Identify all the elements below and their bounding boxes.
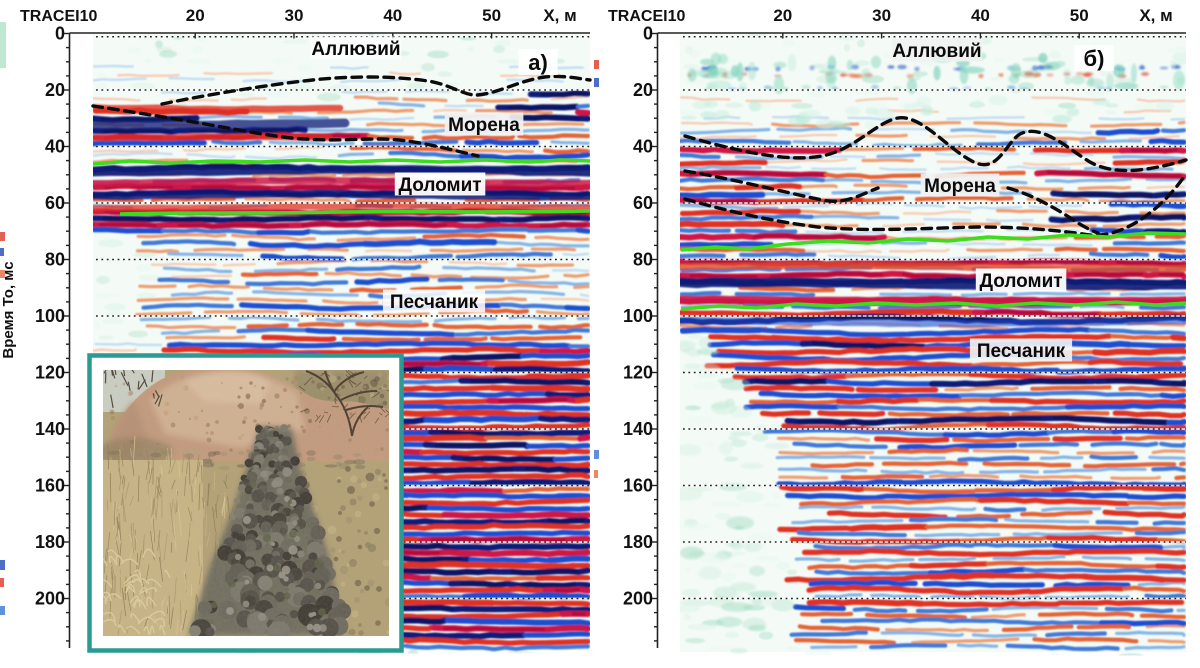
svg-text:0: 0 bbox=[643, 24, 653, 44]
svg-text:160: 160 bbox=[35, 476, 65, 496]
svg-text:200: 200 bbox=[35, 589, 65, 609]
svg-text:200: 200 bbox=[623, 589, 653, 609]
svg-text:40: 40 bbox=[383, 6, 402, 25]
svg-text:40: 40 bbox=[971, 6, 990, 25]
svg-text:60: 60 bbox=[45, 193, 65, 213]
svg-text:80: 80 bbox=[633, 250, 653, 270]
svg-text:Морена: Морена bbox=[924, 176, 996, 197]
svg-text:а): а) bbox=[528, 50, 548, 75]
svg-text:140: 140 bbox=[35, 419, 65, 439]
svg-text:Аллювий: Аллювий bbox=[311, 39, 400, 60]
svg-text:20: 20 bbox=[633, 80, 653, 100]
svg-text:180: 180 bbox=[623, 532, 653, 552]
svg-text:30: 30 bbox=[872, 6, 891, 25]
svg-text:160: 160 bbox=[623, 476, 653, 496]
svg-text:20: 20 bbox=[773, 6, 792, 25]
svg-text:0: 0 bbox=[55, 24, 65, 44]
svg-text:б): б) bbox=[1084, 46, 1105, 71]
svg-text:140: 140 bbox=[623, 419, 653, 439]
svg-text:Песчаник: Песчаник bbox=[390, 292, 479, 313]
svg-text:Песчаник: Песчаник bbox=[977, 341, 1066, 362]
svg-text:120: 120 bbox=[35, 363, 65, 383]
svg-text:180: 180 bbox=[35, 532, 65, 552]
svg-text:Морена: Морена bbox=[448, 115, 520, 136]
svg-text:20: 20 bbox=[45, 80, 65, 100]
svg-text:Доломит: Доломит bbox=[979, 271, 1062, 292]
svg-text:60: 60 bbox=[633, 193, 653, 213]
svg-text:120: 120 bbox=[623, 363, 653, 383]
svg-text:Аллювий: Аллювий bbox=[892, 41, 981, 62]
svg-text:50: 50 bbox=[482, 6, 501, 25]
svg-text:100: 100 bbox=[623, 306, 653, 326]
svg-text:30: 30 bbox=[285, 6, 304, 25]
svg-text:Доломит: Доломит bbox=[398, 175, 481, 196]
svg-text:40: 40 bbox=[45, 137, 65, 157]
svg-text:X, м: X, м bbox=[543, 6, 576, 25]
svg-text:TRACEI10: TRACEI10 bbox=[20, 8, 97, 25]
svg-text:100: 100 bbox=[35, 306, 65, 326]
svg-text:TRACEI10: TRACEI10 bbox=[608, 8, 685, 25]
svg-text:40: 40 bbox=[633, 137, 653, 157]
svg-text:50: 50 bbox=[1070, 6, 1089, 25]
svg-text:20: 20 bbox=[186, 6, 205, 25]
svg-text:X, м: X, м bbox=[1139, 6, 1172, 25]
svg-text:80: 80 bbox=[45, 250, 65, 270]
